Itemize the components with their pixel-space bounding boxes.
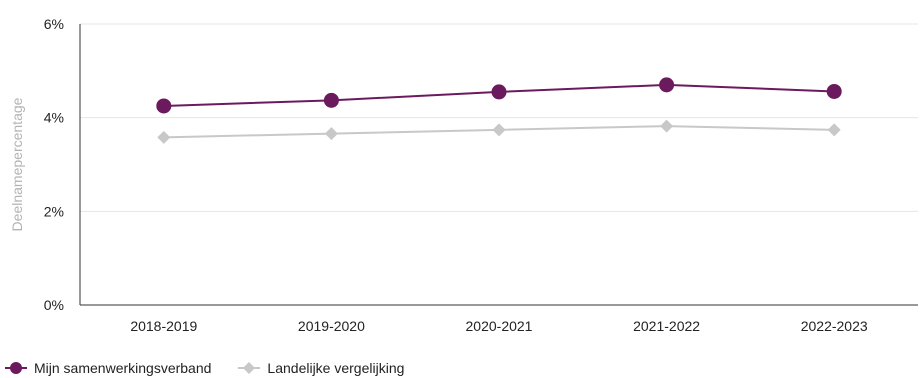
data-point[interactable] — [659, 77, 675, 93]
series-group — [156, 77, 842, 144]
x-axis-ticks: 2018-2019 2019-2020 2020-2021 2021-2022 2022… — [130, 318, 868, 334]
y-tick-label: 4% — [44, 110, 64, 126]
x-tick-label: 2020-2021 — [466, 318, 533, 334]
data-point[interactable] — [492, 123, 506, 137]
x-tick-label: 2019-2020 — [298, 318, 365, 334]
y-tick-label: 0% — [44, 297, 64, 313]
data-point[interactable] — [324, 127, 338, 141]
legend-item-mijn-samenwerkingsverband[interactable]: Mijn samenwerkingsverband — [4, 360, 211, 376]
line-chart: 0% 2% 4% 6% 2018-2019 2019-2020 2020-2021 2021… — [9, 16, 918, 334]
data-point[interactable] — [660, 119, 674, 133]
y-axis-ticks: 0% 2% 4% 6% — [44, 16, 64, 313]
y-tick-label: 6% — [44, 16, 64, 32]
legend-label: Mijn samenwerkingsverband — [34, 360, 212, 376]
y-axis-title: Deelnamepercentage — [9, 97, 25, 231]
gridlines — [80, 23, 918, 212]
y-tick-label: 2% — [44, 203, 64, 219]
data-point[interactable] — [156, 98, 172, 114]
data-point[interactable] — [157, 130, 171, 144]
legend: Mijn samenwerkingsverband Landelijke ver… — [4, 358, 430, 378]
x-tick-label: 2021-2022 — [633, 318, 700, 334]
data-point[interactable] — [827, 123, 841, 137]
data-point[interactable] — [826, 83, 842, 99]
data-point[interactable] — [323, 92, 339, 108]
x-tick-label: 2018-2019 — [130, 318, 197, 334]
x-tick-label: 2022-2023 — [801, 318, 868, 334]
data-point[interactable] — [491, 84, 507, 100]
series-1 — [157, 119, 841, 144]
legend-marker-diamond — [238, 362, 261, 374]
legend-item-landelijke-vergelijking[interactable]: Landelijke vergelijking — [237, 360, 404, 376]
legend-marker-circle — [5, 362, 27, 374]
legend-label: Landelijke vergelijking — [267, 360, 405, 376]
series-0 — [156, 77, 842, 114]
